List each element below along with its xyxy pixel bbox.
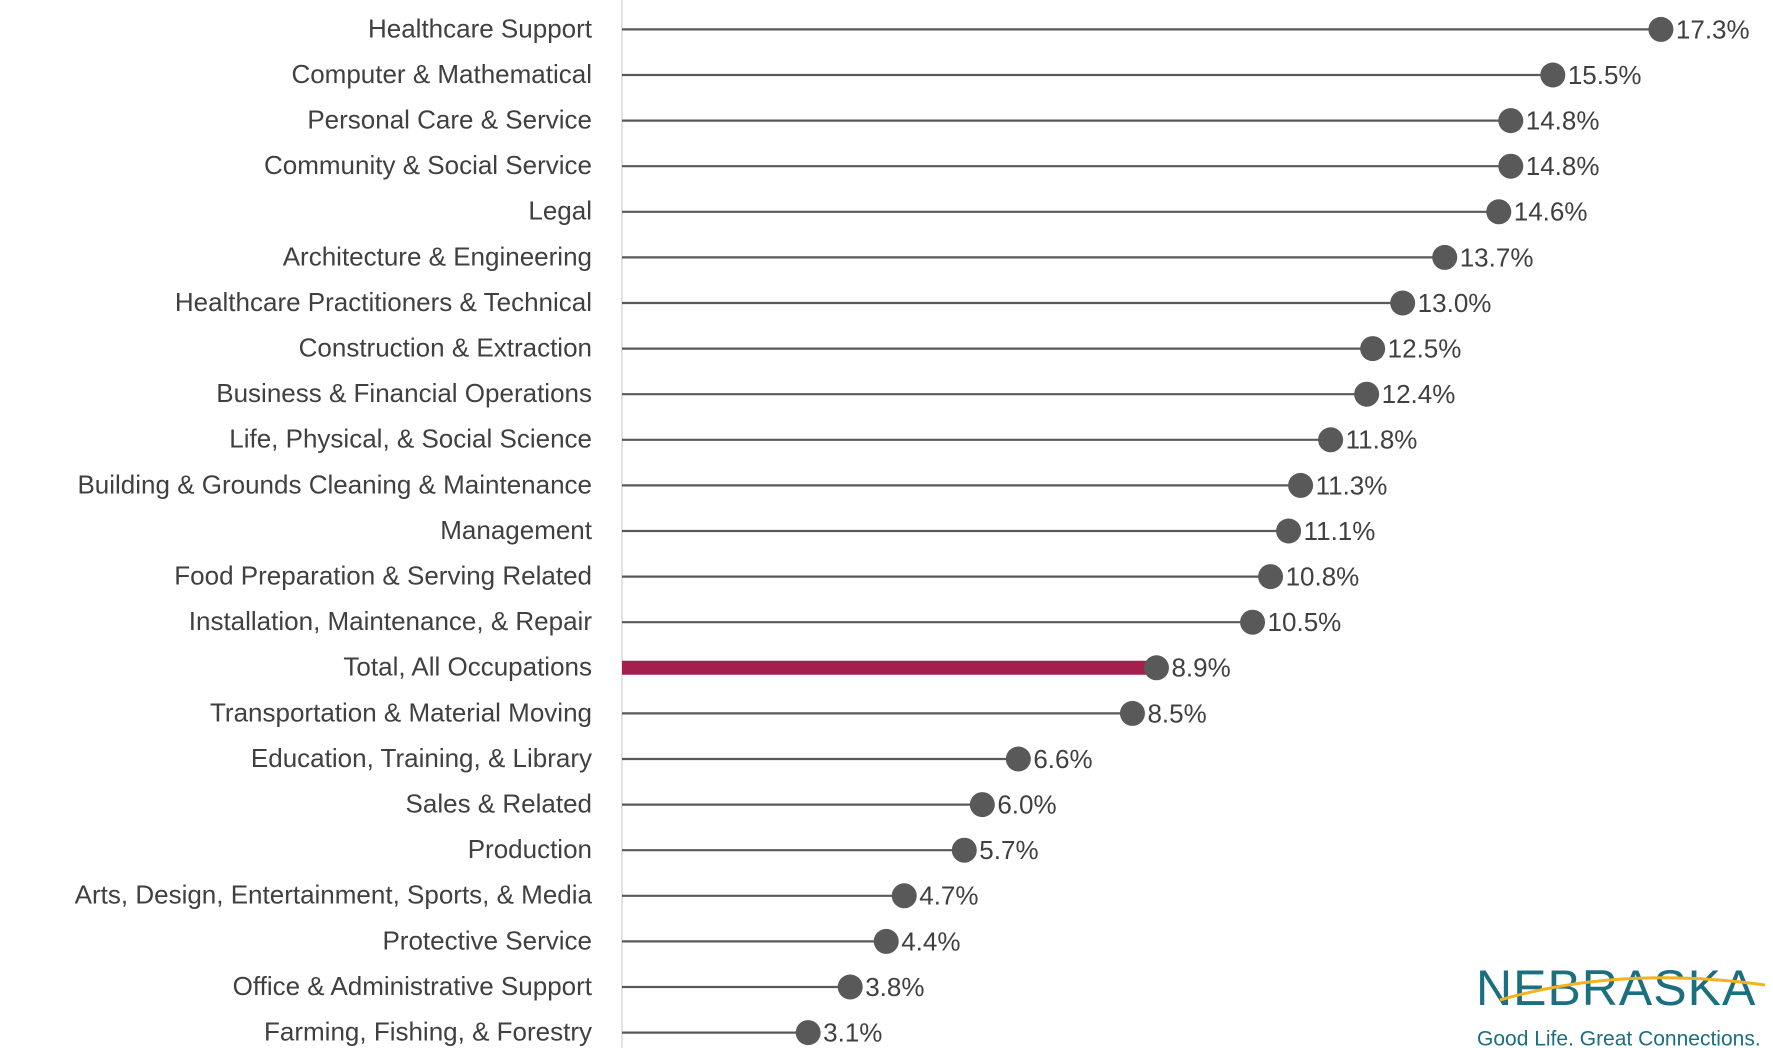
category-label: Production: [468, 834, 592, 864]
value-label: 13.7%: [1460, 242, 1534, 272]
category-label: Food Preparation & Serving Related: [174, 560, 592, 590]
dot: [1432, 244, 1458, 270]
category-label: Architecture & Engineering: [283, 241, 592, 271]
category-label: Management: [440, 515, 593, 545]
category-label: Business & Financial Operations: [216, 378, 592, 408]
dot: [1498, 153, 1524, 179]
dot: [1119, 700, 1145, 726]
category-label: Installation, Maintenance, & Repair: [189, 606, 593, 636]
value-label: 15.5%: [1568, 60, 1642, 90]
dot: [1240, 609, 1266, 635]
category-label: Healthcare Practitioners & Technical: [175, 287, 592, 317]
dot: [1354, 381, 1380, 407]
dot: [1258, 564, 1284, 590]
value-label: 8.9%: [1171, 653, 1230, 683]
category-label: Community & Social Service: [264, 150, 592, 180]
dot: [1288, 472, 1314, 498]
category-label: Education, Training, & Library: [251, 743, 592, 773]
category-label: Building & Grounds Cleaning & Maintenanc…: [77, 469, 592, 499]
logo-name: NEBRASKA: [1476, 960, 1756, 1016]
value-label: 14.8%: [1526, 151, 1600, 181]
dot: [1540, 62, 1566, 88]
category-label: Office & Administrative Support: [233, 971, 593, 1001]
dot: [795, 1020, 821, 1046]
logo-tagline: Good Life. Great Connections.: [1477, 1028, 1761, 1048]
value-label: 6.0%: [997, 789, 1056, 819]
dot: [1276, 518, 1302, 544]
value-label: 10.5%: [1268, 607, 1342, 637]
dot: [969, 792, 995, 818]
category-label: Life, Physical, & Social Science: [229, 424, 592, 454]
dot: [951, 837, 977, 863]
value-label: 11.3%: [1316, 470, 1388, 500]
dot: [1318, 427, 1344, 453]
dot: [1390, 290, 1416, 316]
dot: [891, 883, 917, 909]
value-label: 10.8%: [1286, 561, 1360, 591]
dot: [1005, 746, 1031, 772]
dot: [1486, 199, 1512, 225]
category-label: Transportation & Material Moving: [210, 697, 592, 727]
value-label: 12.5%: [1388, 333, 1462, 363]
value-label: 8.5%: [1147, 698, 1206, 728]
value-label: 3.8%: [865, 972, 924, 1002]
value-label: 14.8%: [1526, 105, 1600, 135]
dot: [1648, 16, 1674, 42]
value-label: 6.6%: [1033, 744, 1092, 774]
category-label: Healthcare Support: [368, 13, 593, 43]
logo: NEBRASKA Good Life. Great Connections.: [1476, 960, 1766, 1048]
category-label: Legal: [528, 196, 592, 226]
value-label: 3.1%: [823, 1017, 882, 1047]
value-label: 13.0%: [1418, 288, 1492, 318]
value-label: 5.7%: [979, 835, 1038, 865]
category-label: Sales & Related: [406, 788, 592, 818]
dot: [837, 974, 863, 1000]
value-label: 12.4%: [1382, 379, 1456, 409]
category-label: Protective Service: [382, 925, 592, 955]
dot: [1360, 336, 1386, 362]
value-label: 14.6%: [1514, 197, 1588, 227]
value-label: 11.8%: [1346, 425, 1418, 455]
category-label: Personal Care & Service: [307, 104, 592, 134]
logo-swoosh: [1499, 976, 1766, 1002]
dot: [873, 928, 899, 954]
category-label: Farming, Fishing, & Forestry: [264, 1016, 592, 1046]
category-label: Total, All Occupations: [343, 652, 592, 682]
value-label: 11.1%: [1304, 516, 1376, 546]
value-label: 4.7%: [919, 881, 978, 911]
category-label: Arts, Design, Entertainment, Sports, & M…: [75, 880, 593, 910]
dot: [1498, 108, 1524, 134]
value-label: 17.3%: [1676, 14, 1750, 44]
dot: [1143, 655, 1169, 681]
category-label: Computer & Mathematical: [291, 59, 592, 89]
category-label: Construction & Extraction: [299, 332, 592, 362]
value-label: 4.4%: [901, 926, 960, 956]
